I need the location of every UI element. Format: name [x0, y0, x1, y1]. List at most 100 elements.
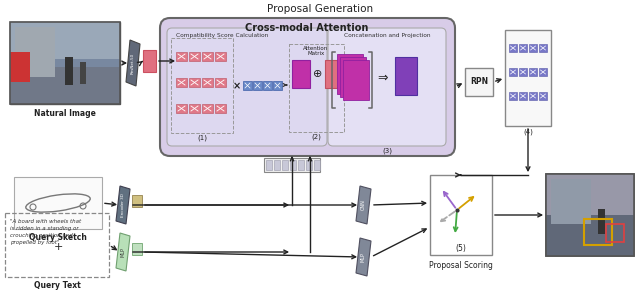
Bar: [253, 81, 262, 90]
Polygon shape: [356, 238, 371, 276]
Text: RPN: RPN: [470, 78, 488, 87]
Text: Concatenation and Projection: Concatenation and Projection: [344, 33, 430, 37]
Bar: [263, 81, 272, 90]
Bar: [606, 224, 624, 242]
Bar: [243, 81, 252, 90]
Bar: [529, 92, 537, 100]
Bar: [282, 160, 288, 170]
Bar: [202, 78, 213, 87]
Bar: [519, 44, 527, 52]
Text: (3): (3): [382, 148, 392, 154]
Text: "A board with wheels that
is ridden in a standing or
crouching position and
prop: "A board with wheels that is ridden in a…: [10, 219, 81, 245]
Bar: [529, 44, 537, 52]
FancyBboxPatch shape: [167, 28, 327, 146]
Bar: [529, 68, 537, 76]
Bar: [171, 38, 233, 133]
Bar: [292, 60, 310, 88]
Bar: [5, 213, 109, 277]
Bar: [465, 68, 493, 96]
Text: Proposal Scoring: Proposal Scoring: [429, 261, 493, 270]
Bar: [215, 52, 226, 61]
Text: Compatibility Score Calculation: Compatibility Score Calculation: [176, 33, 268, 37]
Text: (5): (5): [456, 244, 467, 254]
Bar: [337, 54, 363, 94]
Bar: [598, 209, 605, 234]
Bar: [273, 81, 282, 90]
Bar: [10, 22, 120, 104]
Bar: [546, 174, 634, 256]
Text: (4): (4): [523, 129, 533, 135]
Bar: [343, 60, 369, 100]
Bar: [189, 104, 200, 113]
Bar: [143, 50, 156, 72]
Bar: [298, 160, 304, 170]
Text: Proposal Generation: Proposal Generation: [267, 4, 373, 14]
Bar: [395, 57, 417, 95]
Bar: [80, 62, 86, 84]
Bar: [202, 104, 213, 113]
Bar: [325, 60, 341, 88]
Bar: [290, 160, 296, 170]
Text: ×: ×: [233, 81, 241, 91]
Bar: [65, 57, 73, 85]
Bar: [546, 174, 634, 215]
Bar: [509, 68, 517, 76]
Bar: [266, 160, 272, 170]
Text: Encoder 3D: Encoder 3D: [121, 193, 125, 217]
Bar: [509, 92, 517, 100]
Bar: [519, 92, 527, 100]
Text: (2): (2): [311, 134, 321, 140]
Bar: [202, 52, 213, 61]
Bar: [10, 52, 30, 82]
Text: Attention
Matrix: Attention Matrix: [303, 46, 328, 57]
Polygon shape: [116, 186, 130, 224]
Bar: [539, 44, 547, 52]
Text: ⇒: ⇒: [378, 71, 388, 85]
Text: Query Sketch: Query Sketch: [29, 233, 87, 241]
Bar: [340, 57, 366, 97]
Bar: [176, 104, 187, 113]
Bar: [215, 104, 226, 113]
Text: Query Text: Query Text: [34, 282, 81, 291]
Text: MLP: MLP: [360, 252, 365, 262]
Bar: [132, 243, 142, 255]
Bar: [10, 22, 120, 59]
Bar: [314, 160, 320, 170]
FancyBboxPatch shape: [328, 28, 446, 146]
Bar: [189, 78, 200, 87]
Bar: [306, 160, 312, 170]
Bar: [430, 175, 492, 255]
Text: ⊕: ⊕: [314, 69, 323, 79]
Bar: [519, 68, 527, 76]
Bar: [509, 44, 517, 52]
Bar: [539, 92, 547, 100]
Bar: [551, 179, 591, 224]
Bar: [539, 68, 547, 76]
Text: Natural Image: Natural Image: [34, 109, 96, 118]
Text: ResNet-50: ResNet-50: [131, 52, 135, 74]
Bar: [176, 52, 187, 61]
Bar: [215, 78, 226, 87]
Bar: [176, 78, 187, 87]
Text: CNN: CNN: [360, 199, 365, 210]
FancyBboxPatch shape: [160, 18, 455, 156]
Bar: [505, 30, 551, 126]
Bar: [274, 160, 280, 170]
Bar: [584, 219, 612, 245]
Bar: [14, 177, 102, 229]
Bar: [546, 215, 634, 256]
Bar: [10, 22, 120, 104]
Bar: [189, 52, 200, 61]
Polygon shape: [126, 40, 140, 86]
Polygon shape: [116, 233, 130, 271]
Text: MLP: MLP: [120, 247, 125, 257]
Bar: [132, 195, 142, 207]
Bar: [10, 67, 120, 104]
Polygon shape: [356, 186, 371, 224]
Bar: [289, 44, 344, 132]
Bar: [546, 174, 634, 256]
Bar: [15, 27, 55, 77]
Bar: [264, 158, 320, 172]
Text: Cross-modal Attention: Cross-modal Attention: [245, 23, 369, 33]
Text: +: +: [53, 242, 63, 252]
